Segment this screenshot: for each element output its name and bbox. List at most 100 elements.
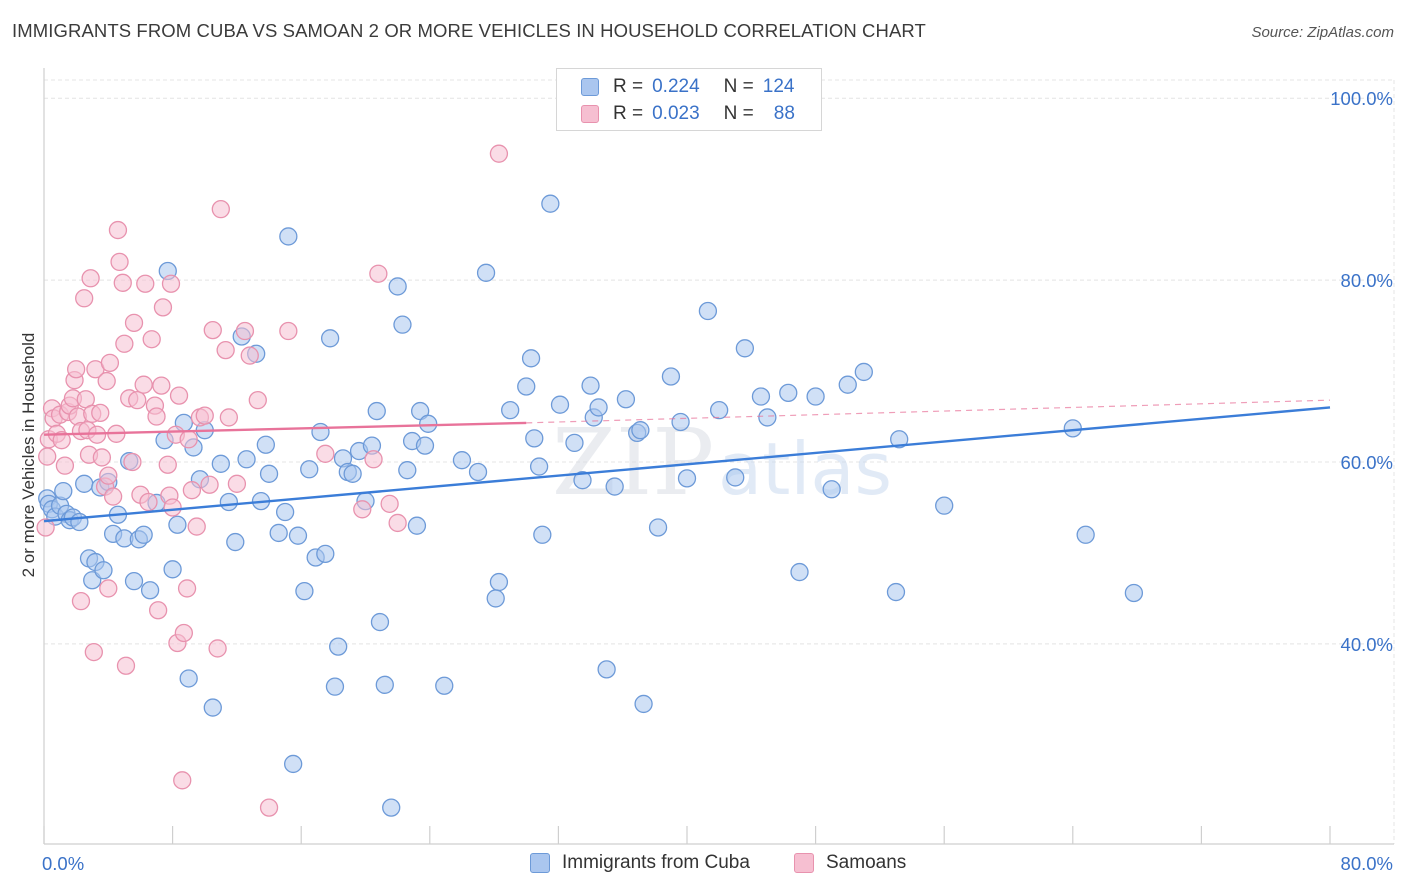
samoans-point (148, 601, 168, 620)
cuba-point (398, 461, 417, 480)
cuba-point (452, 451, 472, 470)
cuba-point (300, 460, 319, 479)
cuba-point (415, 436, 435, 455)
stats-legend: R = 0.224 N = 124 R = 0.023 N = 88 (556, 68, 822, 131)
samoans-point (152, 376, 171, 395)
legend-swatch-cuba (581, 78, 599, 96)
cuba-point (677, 469, 697, 488)
cuba-point (388, 277, 407, 296)
cuba-point (237, 450, 256, 469)
legend-label-samoans: Samoans (826, 852, 907, 873)
cuba-point (70, 512, 89, 532)
samoans-point (100, 353, 120, 373)
samoans-point (316, 444, 335, 463)
cuba-point (698, 301, 718, 321)
cuba-point (616, 390, 636, 409)
samoans-point (195, 406, 214, 425)
cuba-point (489, 572, 509, 592)
cuba-point (75, 474, 94, 493)
y-tick-label: 80.0% (1341, 270, 1393, 291)
samoans-point (38, 447, 57, 466)
tick-labels: 40.0% 60.0% 80.0% 100.0% 0.0% 80.0% (42, 88, 1393, 874)
samoans-point (128, 391, 147, 410)
cuba-point (735, 339, 755, 358)
cuba-point (486, 589, 505, 608)
samoans-point (174, 623, 194, 643)
cuba-point (476, 263, 496, 282)
y-tick-label: 40.0% (1341, 634, 1393, 655)
cuba-point (822, 480, 841, 499)
cuba-point (806, 387, 825, 406)
samoans-point (259, 798, 279, 817)
cuba-point (605, 477, 624, 496)
cuba-point (565, 433, 584, 453)
cuba-point (573, 471, 592, 490)
samoans-point (211, 200, 230, 219)
cuba-point (284, 754, 303, 774)
cuba-point (219, 492, 239, 512)
samoans-point (84, 642, 103, 662)
legend-row-cuba: R = 0.224 N = 124 (581, 74, 794, 100)
samoans-trend-line (43, 421, 527, 436)
legend-r-label: R = (613, 103, 644, 124)
cuba-point (393, 315, 412, 334)
legend-swatch-samoans (581, 105, 599, 123)
samoans-trend-extension (526, 399, 1331, 424)
y-axis-label: 2 or more Vehicles in Household (19, 332, 38, 578)
x-tick-label-min: 0.0% (42, 853, 84, 874)
cuba-point (343, 464, 362, 483)
legend-n-value: 88 (773, 103, 795, 124)
samoans-point (163, 498, 182, 517)
samoans-point (388, 513, 407, 533)
cuba-point (779, 383, 798, 403)
trend-lines (43, 399, 1331, 523)
cuba-point (275, 502, 295, 522)
cuba-point (529, 457, 549, 476)
samoans-point (139, 492, 158, 512)
series-samoans-points (36, 144, 509, 817)
samoans-point (116, 656, 136, 675)
samoans-point (380, 494, 399, 513)
samoans-point (158, 455, 177, 474)
samoans-point (97, 371, 116, 391)
cuba-point (54, 481, 73, 501)
samoans-point (227, 474, 247, 493)
samoans-point (67, 360, 86, 379)
legend-swatch-samoans (794, 853, 814, 873)
cuba-point (758, 408, 777, 427)
samoans-point (216, 340, 235, 360)
cuba-point (279, 227, 298, 246)
samoans-point (489, 144, 509, 163)
cuba-point (382, 798, 401, 817)
cuba-point (468, 462, 488, 482)
legend-row-samoans: R = 0.023 N = 88 (581, 101, 795, 127)
chart-title: IMMIGRANTS FROM CUBA VS SAMOAN 2 OR MORE… (12, 20, 926, 41)
samoans-point (279, 321, 298, 341)
series-cuba-points (38, 194, 1144, 817)
cuba-point (726, 468, 745, 487)
cuba-point (325, 677, 345, 696)
samoans-point (99, 466, 118, 485)
cuba-point (407, 516, 427, 535)
samoans-point (179, 430, 198, 449)
legend-n-label: N = (723, 103, 754, 124)
samoans-point (147, 407, 166, 426)
cuba-point (838, 375, 857, 394)
cuba-point (203, 698, 222, 717)
samoans-point (52, 431, 71, 450)
cuba-point (751, 387, 771, 406)
cuba-point (525, 429, 544, 448)
cuba-point (581, 376, 600, 395)
cuba-trend-line (43, 406, 1331, 523)
legend-label-cuba: Immigrants from Cuba (562, 852, 750, 873)
cuba-point (671, 412, 690, 432)
watermark-text-atlas: atlas (718, 427, 892, 511)
cuba-point (790, 562, 809, 582)
cuba-point (1124, 583, 1144, 603)
samoans-point (219, 408, 239, 427)
legend-r-label: R = (613, 76, 644, 97)
cuba-point (367, 401, 386, 421)
legend-r-value: 0.023 (652, 103, 700, 124)
samoans-point (248, 391, 267, 410)
